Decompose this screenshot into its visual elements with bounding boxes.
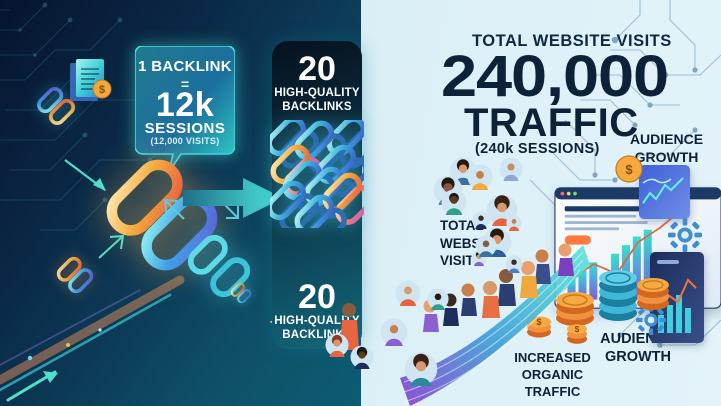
svg-text:$: $ xyxy=(625,162,633,177)
svg-text:$: $ xyxy=(99,84,105,96)
